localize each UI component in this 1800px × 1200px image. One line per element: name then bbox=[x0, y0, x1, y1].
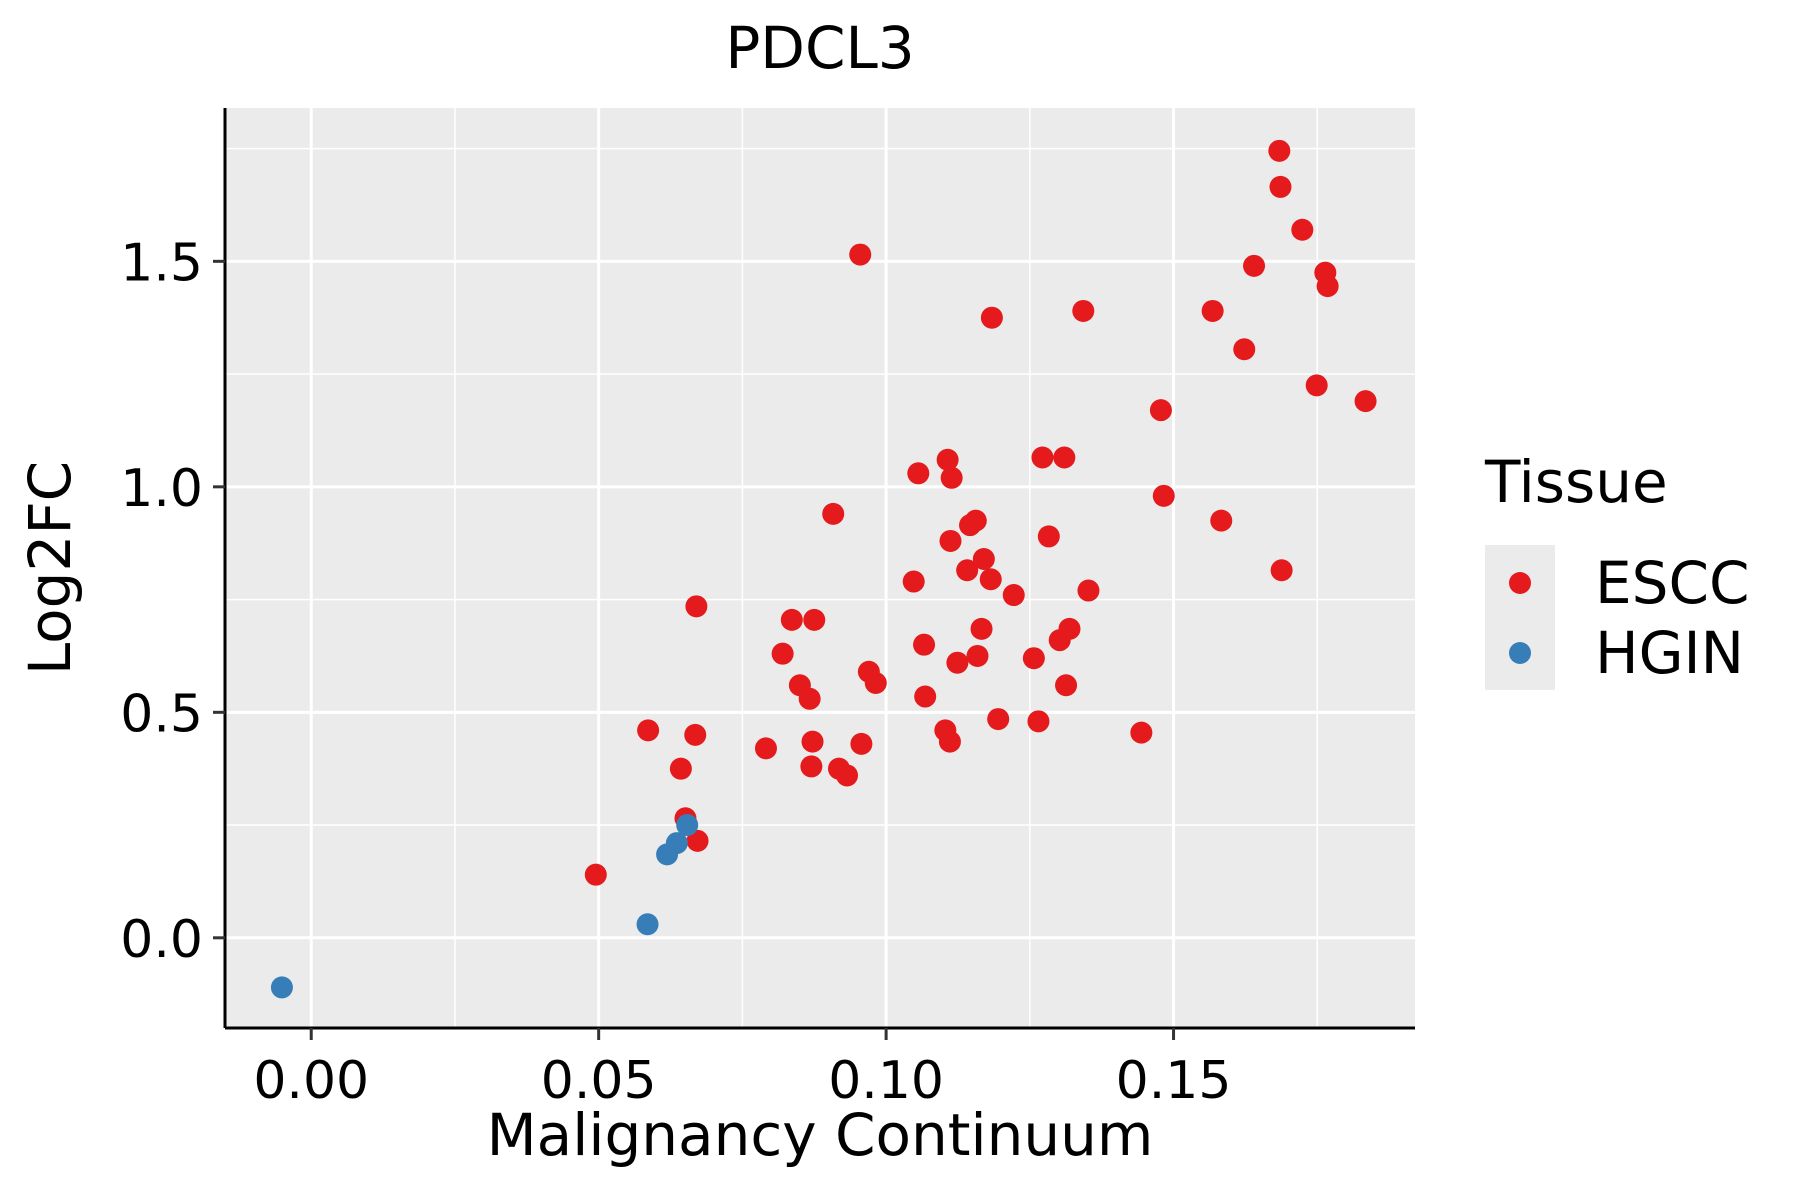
data-point-escc bbox=[685, 595, 708, 618]
data-point-escc bbox=[754, 737, 777, 760]
data-point-escc bbox=[956, 559, 979, 582]
data-point-escc bbox=[1316, 275, 1339, 298]
y-axis-ticks: 0.0 0.5 1.0 1.5 bbox=[120, 233, 225, 970]
data-point-escc bbox=[771, 642, 794, 665]
x-tick-label: 0.05 bbox=[541, 1051, 657, 1111]
data-point-escc bbox=[801, 730, 824, 753]
x-axis-ticks: 0.00 0.05 0.10 0.15 bbox=[253, 1028, 1231, 1111]
data-point-escc bbox=[966, 644, 989, 667]
data-point-escc bbox=[980, 306, 1003, 329]
data-point-escc bbox=[1002, 584, 1025, 607]
y-tick-label: 1.0 bbox=[120, 459, 203, 519]
data-point-escc bbox=[836, 764, 859, 787]
data-point-hgin bbox=[676, 814, 699, 837]
data-point-escc bbox=[939, 529, 962, 552]
data-point-escc bbox=[1053, 446, 1076, 469]
data-point-escc bbox=[940, 466, 963, 489]
data-point-escc bbox=[907, 462, 930, 485]
data-point-escc bbox=[686, 829, 709, 852]
x-tick-label: 0.00 bbox=[253, 1051, 369, 1111]
chart-title: PDCL3 bbox=[725, 14, 914, 82]
data-point-escc bbox=[1022, 647, 1045, 670]
data-point-escc bbox=[1354, 390, 1377, 413]
data-point-escc bbox=[1031, 446, 1054, 469]
data-point-escc bbox=[946, 651, 969, 674]
data-point-escc bbox=[1269, 175, 1292, 198]
data-point-escc bbox=[798, 687, 821, 710]
y-tick-label: 0.0 bbox=[120, 910, 203, 970]
x-tick-label: 0.15 bbox=[1116, 1051, 1232, 1111]
data-point-escc bbox=[936, 448, 959, 471]
y-tick-label: 0.5 bbox=[120, 684, 203, 744]
x-axis-label: Malignancy Continuum bbox=[487, 1101, 1154, 1169]
data-point-escc bbox=[1077, 579, 1100, 602]
data-point-escc bbox=[1270, 559, 1293, 582]
data-point-escc bbox=[902, 570, 925, 593]
data-point-escc bbox=[970, 617, 993, 640]
data-point-escc bbox=[849, 243, 872, 266]
legend-key-hgin bbox=[1509, 642, 1531, 664]
x-tick-label: 0.10 bbox=[828, 1051, 944, 1111]
data-point-escc bbox=[800, 755, 823, 778]
data-point-hgin bbox=[665, 832, 688, 855]
data-point-escc bbox=[584, 863, 607, 886]
y-tick-label: 1.5 bbox=[120, 233, 203, 293]
data-point-escc bbox=[914, 685, 937, 708]
data-point-escc bbox=[864, 672, 887, 694]
legend-key-background bbox=[1485, 545, 1555, 690]
data-point-escc bbox=[1210, 509, 1233, 532]
data-point-escc bbox=[1130, 721, 1153, 744]
data-point-escc bbox=[637, 719, 660, 742]
legend-label-hgin: HGIN bbox=[1595, 619, 1744, 687]
data-point-escc bbox=[780, 608, 803, 631]
data-point-escc bbox=[1027, 710, 1050, 733]
data-points bbox=[270, 139, 1377, 999]
data-point-escc bbox=[1037, 525, 1060, 548]
data-point-escc bbox=[972, 547, 995, 570]
data-point-escc bbox=[1201, 299, 1224, 322]
legend-title: Tissue bbox=[1484, 448, 1668, 516]
data-point-escc bbox=[964, 509, 987, 532]
data-point-escc bbox=[1268, 139, 1291, 162]
data-point-escc bbox=[1055, 674, 1078, 697]
data-point-escc bbox=[1233, 338, 1256, 361]
legend-label-escc: ESCC bbox=[1595, 549, 1749, 617]
data-point-escc bbox=[803, 608, 826, 631]
data-point-hgin bbox=[270, 976, 293, 999]
data-point-escc bbox=[987, 708, 1010, 731]
data-point-escc bbox=[684, 723, 707, 746]
data-point-escc bbox=[1152, 484, 1175, 507]
data-point-escc bbox=[669, 757, 692, 780]
data-point-escc bbox=[1291, 218, 1314, 241]
data-point-escc bbox=[979, 568, 1002, 591]
data-point-escc bbox=[1149, 399, 1172, 422]
data-point-hgin bbox=[636, 913, 659, 936]
data-point-escc bbox=[1243, 254, 1266, 277]
legend-key-escc bbox=[1509, 572, 1531, 594]
data-point-escc bbox=[850, 732, 873, 755]
plot-panel bbox=[225, 108, 1415, 1028]
data-point-escc bbox=[1072, 299, 1095, 322]
data-point-escc bbox=[1058, 617, 1081, 640]
data-point-escc bbox=[938, 730, 961, 753]
y-axis-label: Log2FC bbox=[16, 461, 84, 675]
data-point-escc bbox=[822, 502, 845, 525]
data-point-escc bbox=[913, 633, 936, 656]
data-point-escc bbox=[1305, 374, 1328, 397]
